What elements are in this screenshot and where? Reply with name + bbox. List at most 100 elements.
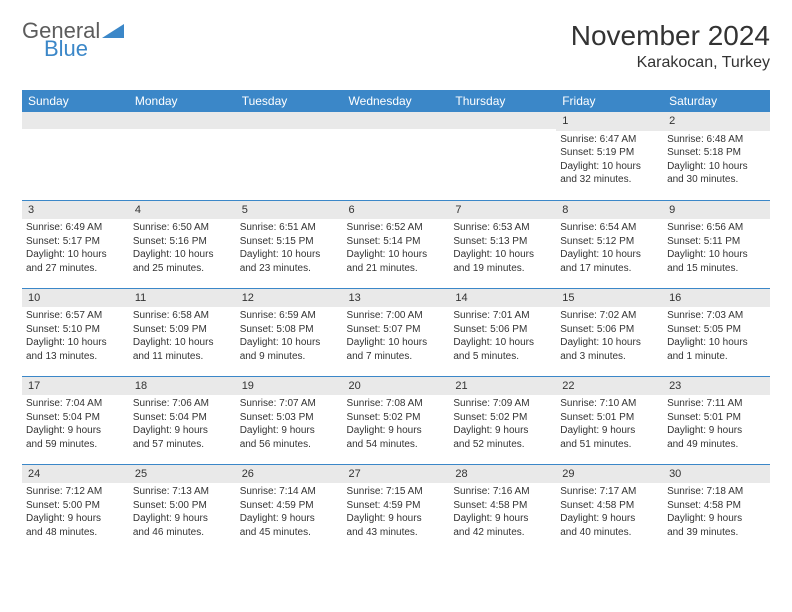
sunset-text: Sunset: 5:19 PM [560, 146, 659, 160]
daylight-line2: and 11 minutes. [133, 350, 232, 364]
day-cell: 16Sunrise: 7:03 AMSunset: 5:05 PMDayligh… [663, 288, 770, 376]
daylight-line2: and 59 minutes. [26, 438, 125, 452]
sunset-text: Sunset: 5:01 PM [667, 411, 766, 425]
day-number: 6 [343, 201, 450, 220]
day-cell [343, 112, 450, 200]
sunrise-text: Sunrise: 6:57 AM [26, 309, 125, 323]
day-number: 22 [556, 377, 663, 396]
week-row: 24Sunrise: 7:12 AMSunset: 5:00 PMDayligh… [22, 464, 770, 552]
month-title: November 2024 [571, 20, 770, 52]
daylight-line2: and 46 minutes. [133, 526, 232, 540]
sunset-text: Sunset: 4:58 PM [560, 499, 659, 513]
sunrise-text: Sunrise: 7:09 AM [453, 397, 552, 411]
logo: General Blue [22, 20, 124, 60]
sunrise-text: Sunrise: 6:53 AM [453, 221, 552, 235]
sunset-text: Sunset: 5:06 PM [453, 323, 552, 337]
day-cell: 25Sunrise: 7:13 AMSunset: 5:00 PMDayligh… [129, 464, 236, 552]
daylight-line2: and 23 minutes. [240, 262, 339, 276]
calendar-table: Sunday Monday Tuesday Wednesday Thursday… [22, 90, 770, 552]
sunrise-text: Sunrise: 7:04 AM [26, 397, 125, 411]
sunset-text: Sunset: 5:18 PM [667, 146, 766, 160]
daylight-line1: Daylight: 9 hours [560, 424, 659, 438]
header: General Blue November 2024 Karakocan, Tu… [22, 20, 770, 72]
daylight-line1: Daylight: 10 hours [667, 160, 766, 174]
day-number: 11 [129, 289, 236, 308]
daylight-line2: and 30 minutes. [667, 173, 766, 187]
daylight-line2: and 9 minutes. [240, 350, 339, 364]
day-number: 13 [343, 289, 450, 308]
day-cell: 20Sunrise: 7:08 AMSunset: 5:02 PMDayligh… [343, 376, 450, 464]
sunrise-text: Sunrise: 7:10 AM [560, 397, 659, 411]
sunset-text: Sunset: 5:15 PM [240, 235, 339, 249]
day-cell: 11Sunrise: 6:58 AMSunset: 5:09 PMDayligh… [129, 288, 236, 376]
daylight-line2: and 57 minutes. [133, 438, 232, 452]
sunrise-text: Sunrise: 7:13 AM [133, 485, 232, 499]
daylight-line2: and 51 minutes. [560, 438, 659, 452]
day-number [343, 112, 450, 129]
sunset-text: Sunset: 5:02 PM [453, 411, 552, 425]
day-cell: 28Sunrise: 7:16 AMSunset: 4:58 PMDayligh… [449, 464, 556, 552]
day-number: 17 [22, 377, 129, 396]
day-cell: 14Sunrise: 7:01 AMSunset: 5:06 PMDayligh… [449, 288, 556, 376]
logo-blue: Blue [44, 38, 124, 60]
day-cell: 21Sunrise: 7:09 AMSunset: 5:02 PMDayligh… [449, 376, 556, 464]
day-number: 5 [236, 201, 343, 220]
dow-monday: Monday [129, 90, 236, 112]
daylight-line1: Daylight: 10 hours [453, 248, 552, 262]
dow-thursday: Thursday [449, 90, 556, 112]
day-cell: 26Sunrise: 7:14 AMSunset: 4:59 PMDayligh… [236, 464, 343, 552]
day-number: 19 [236, 377, 343, 396]
sunset-text: Sunset: 5:11 PM [667, 235, 766, 249]
daylight-line2: and 1 minute. [667, 350, 766, 364]
daylight-line1: Daylight: 10 hours [667, 336, 766, 350]
day-number: 27 [343, 465, 450, 484]
day-number [236, 112, 343, 129]
daylight-line2: and 42 minutes. [453, 526, 552, 540]
dow-wednesday: Wednesday [343, 90, 450, 112]
day-number: 21 [449, 377, 556, 396]
sunset-text: Sunset: 5:14 PM [347, 235, 446, 249]
daylight-line2: and 49 minutes. [667, 438, 766, 452]
daylight-line1: Daylight: 9 hours [667, 512, 766, 526]
daylight-line1: Daylight: 10 hours [26, 336, 125, 350]
daylight-line2: and 5 minutes. [453, 350, 552, 364]
sunset-text: Sunset: 5:07 PM [347, 323, 446, 337]
sunset-text: Sunset: 5:17 PM [26, 235, 125, 249]
daylight-line1: Daylight: 9 hours [453, 424, 552, 438]
sunset-text: Sunset: 5:06 PM [560, 323, 659, 337]
daylight-line1: Daylight: 10 hours [560, 248, 659, 262]
dow-row: Sunday Monday Tuesday Wednesday Thursday… [22, 90, 770, 112]
day-number: 3 [22, 201, 129, 220]
daylight-line1: Daylight: 10 hours [133, 248, 232, 262]
day-number: 4 [129, 201, 236, 220]
day-number: 1 [556, 112, 663, 131]
week-row: 17Sunrise: 7:04 AMSunset: 5:04 PMDayligh… [22, 376, 770, 464]
day-cell: 3Sunrise: 6:49 AMSunset: 5:17 PMDaylight… [22, 200, 129, 288]
daylight-line2: and 17 minutes. [560, 262, 659, 276]
day-number: 16 [663, 289, 770, 308]
week-row: 10Sunrise: 6:57 AMSunset: 5:10 PMDayligh… [22, 288, 770, 376]
daylight-line1: Daylight: 9 hours [347, 424, 446, 438]
location: Karakocan, Turkey [571, 54, 770, 72]
week-row: 1Sunrise: 6:47 AMSunset: 5:19 PMDaylight… [22, 112, 770, 200]
sunrise-text: Sunrise: 7:14 AM [240, 485, 339, 499]
sunrise-text: Sunrise: 6:49 AM [26, 221, 125, 235]
day-number: 8 [556, 201, 663, 220]
daylight-line2: and 25 minutes. [133, 262, 232, 276]
sunrise-text: Sunrise: 7:07 AM [240, 397, 339, 411]
sunrise-text: Sunrise: 7:18 AM [667, 485, 766, 499]
sunset-text: Sunset: 5:00 PM [133, 499, 232, 513]
day-cell: 19Sunrise: 7:07 AMSunset: 5:03 PMDayligh… [236, 376, 343, 464]
daylight-line1: Daylight: 9 hours [26, 512, 125, 526]
day-cell: 18Sunrise: 7:06 AMSunset: 5:04 PMDayligh… [129, 376, 236, 464]
sunrise-text: Sunrise: 7:12 AM [26, 485, 125, 499]
daylight-line1: Daylight: 9 hours [347, 512, 446, 526]
sunrise-text: Sunrise: 7:06 AM [133, 397, 232, 411]
sunset-text: Sunset: 5:10 PM [26, 323, 125, 337]
day-cell: 23Sunrise: 7:11 AMSunset: 5:01 PMDayligh… [663, 376, 770, 464]
day-number: 18 [129, 377, 236, 396]
daylight-line1: Daylight: 9 hours [133, 512, 232, 526]
day-number: 29 [556, 465, 663, 484]
daylight-line2: and 39 minutes. [667, 526, 766, 540]
day-number: 24 [22, 465, 129, 484]
